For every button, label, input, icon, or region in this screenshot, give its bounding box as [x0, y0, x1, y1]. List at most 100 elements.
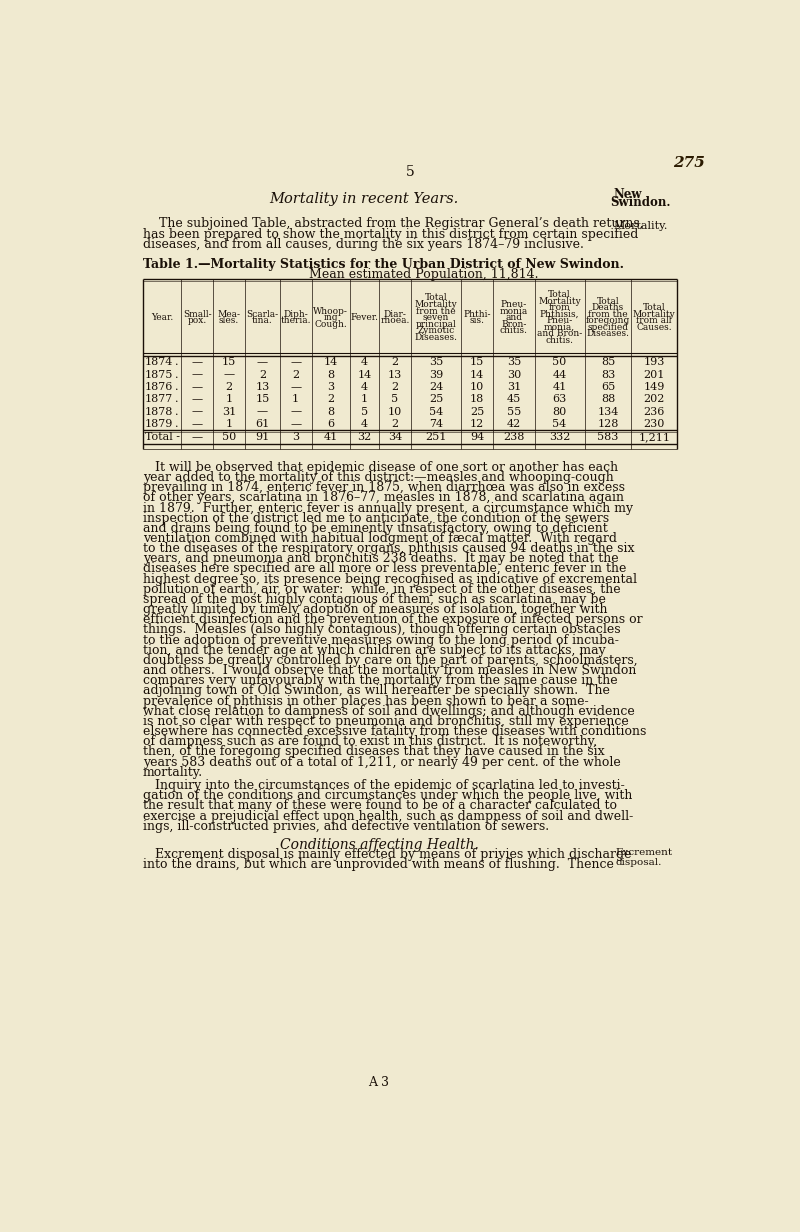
- Text: 88: 88: [601, 394, 615, 404]
- Text: 39: 39: [429, 370, 443, 379]
- Text: 14: 14: [358, 370, 372, 379]
- Text: 1: 1: [361, 394, 368, 404]
- Text: 8: 8: [327, 407, 334, 416]
- Text: monia,: monia,: [544, 323, 575, 331]
- Text: Inquiry into the circumstances of the epidemic of scarlatina led to investi-: Inquiry into the circumstances of the ep…: [142, 779, 624, 792]
- Text: Phthi-: Phthi-: [463, 310, 491, 319]
- Text: .: .: [175, 419, 178, 429]
- Text: 35: 35: [506, 357, 521, 367]
- Text: —: —: [290, 419, 301, 429]
- Text: spread of the most highly contagious of them, such as scarlatina, may be: spread of the most highly contagious of …: [142, 593, 606, 606]
- Text: Phthisis,: Phthisis,: [540, 310, 579, 319]
- Text: prevailing in 1874, enteric fever in 1875, when diarrhœa was also in excess: prevailing in 1874, enteric fever in 187…: [142, 482, 625, 494]
- Text: 94: 94: [470, 432, 484, 442]
- Text: 2: 2: [292, 370, 299, 379]
- Text: Mean estimated Population, 11,814.: Mean estimated Population, 11,814.: [310, 267, 538, 281]
- Text: Swindon.: Swindon.: [610, 196, 670, 209]
- Text: 15: 15: [222, 357, 236, 367]
- Text: 134: 134: [597, 407, 618, 416]
- Text: 10: 10: [388, 407, 402, 416]
- Text: 25: 25: [429, 394, 443, 404]
- Text: A 3: A 3: [369, 1076, 390, 1089]
- Text: tion, and the tender age at which children are subject to its attacks, may: tion, and the tender age at which childr…: [142, 644, 606, 657]
- Text: 24: 24: [429, 382, 443, 392]
- Text: 4: 4: [361, 357, 368, 367]
- Text: 50: 50: [222, 432, 236, 442]
- Text: Mortality: Mortality: [414, 301, 458, 309]
- Text: 1878: 1878: [145, 407, 174, 416]
- Text: Total: Total: [425, 293, 447, 303]
- Text: compares very unfavourably with the mortality from the same cause in the: compares very unfavourably with the mort…: [142, 674, 618, 687]
- Text: 14: 14: [470, 370, 484, 379]
- Text: and: and: [506, 313, 522, 322]
- Text: of other years, scarlatina in 1876–77, measles in 1878, and scarlatina again: of other years, scarlatina in 1876–77, m…: [142, 492, 624, 504]
- Text: 63: 63: [553, 394, 566, 404]
- Text: —: —: [191, 419, 202, 429]
- Text: ing: ing: [323, 313, 338, 322]
- Text: 3: 3: [327, 382, 334, 392]
- Text: 31: 31: [222, 407, 236, 416]
- Text: Excrement: Excrement: [615, 849, 673, 857]
- Text: in 1879.  Further, enteric fever is annually present, a circumstance which my: in 1879. Further, enteric fever is annua…: [142, 501, 633, 515]
- Text: —: —: [257, 407, 268, 416]
- Text: New: New: [613, 187, 642, 201]
- Text: years 583 deaths out of a total of 1,211, or nearly 49 per cent. of the whole: years 583 deaths out of a total of 1,211…: [142, 755, 620, 769]
- Text: to the diseases of the respiratory organs, phthisis caused 94 deaths in the six: to the diseases of the respiratory organ…: [142, 542, 634, 556]
- Text: doubtless be greatly controlled by care on the part of parents, schoolmasters,: doubtless be greatly controlled by care …: [142, 654, 638, 667]
- Text: adjoining town of Old Swindon, as will hereafter be specially shown.  The: adjoining town of Old Swindon, as will h…: [142, 685, 610, 697]
- Text: ventilation combined with habitual lodgment of fæcal matter.  With regard: ventilation combined with habitual lodgm…: [142, 532, 617, 545]
- Text: 44: 44: [553, 370, 566, 379]
- Text: into the drains, but which are unprovided with means of flushing.  Thence: into the drains, but which are unprovide…: [142, 859, 614, 871]
- Text: 3: 3: [292, 432, 299, 442]
- Text: 54: 54: [429, 407, 443, 416]
- Text: 1: 1: [226, 419, 233, 429]
- Text: 332: 332: [549, 432, 570, 442]
- Text: 1,211: 1,211: [638, 432, 670, 442]
- Text: 42: 42: [506, 419, 521, 429]
- Text: Total: Total: [548, 291, 571, 299]
- Text: Total: Total: [597, 297, 619, 306]
- Text: Mea-: Mea-: [218, 310, 241, 319]
- Text: 128: 128: [597, 419, 618, 429]
- Text: elsewhere has connected excessive fatality from these diseases with conditions: elsewhere has connected excessive fatali…: [142, 726, 646, 738]
- Text: 1: 1: [292, 394, 299, 404]
- Text: Total -: Total -: [145, 432, 180, 442]
- Text: to the adoption of preventive measures owing to the long period of incuba-: to the adoption of preventive measures o…: [142, 633, 618, 647]
- Text: 8: 8: [327, 370, 334, 379]
- Text: —: —: [257, 357, 268, 367]
- Text: 54: 54: [553, 419, 566, 429]
- Text: 193: 193: [643, 357, 665, 367]
- Text: and Bron-: and Bron-: [537, 329, 582, 339]
- Text: 25: 25: [470, 407, 484, 416]
- Text: —: —: [191, 394, 202, 404]
- Text: monia: monia: [500, 307, 528, 315]
- Text: Mortality: Mortality: [633, 310, 675, 319]
- Text: Mortality.: Mortality.: [613, 221, 667, 230]
- Text: 61: 61: [255, 419, 270, 429]
- Text: .: .: [175, 394, 178, 404]
- Text: 50: 50: [553, 357, 566, 367]
- Text: —: —: [290, 382, 301, 392]
- Text: 4: 4: [361, 382, 368, 392]
- Text: Whoop-: Whoop-: [314, 307, 348, 315]
- Text: 1875: 1875: [145, 370, 174, 379]
- Text: 31: 31: [506, 382, 521, 392]
- Text: 275: 275: [673, 155, 705, 170]
- Text: 34: 34: [388, 432, 402, 442]
- Text: Excrement disposal is mainly effected by means of privies which discharge: Excrement disposal is mainly effected by…: [142, 849, 631, 861]
- Text: Cough.: Cough.: [314, 319, 347, 329]
- Text: Bron-: Bron-: [501, 319, 526, 329]
- Text: 201: 201: [643, 370, 665, 379]
- Text: Diph-: Diph-: [283, 310, 308, 319]
- Text: 1876: 1876: [145, 382, 174, 392]
- Text: 2: 2: [258, 370, 266, 379]
- Text: —: —: [290, 357, 301, 367]
- Text: pox.: pox.: [187, 317, 206, 325]
- Text: rhoea.: rhoea.: [380, 317, 410, 325]
- Text: 80: 80: [553, 407, 566, 416]
- Text: Pneu-: Pneu-: [501, 301, 527, 309]
- Text: 236: 236: [643, 407, 665, 416]
- Text: —: —: [191, 382, 202, 392]
- Text: seven: seven: [423, 313, 450, 322]
- Text: 251: 251: [426, 432, 446, 442]
